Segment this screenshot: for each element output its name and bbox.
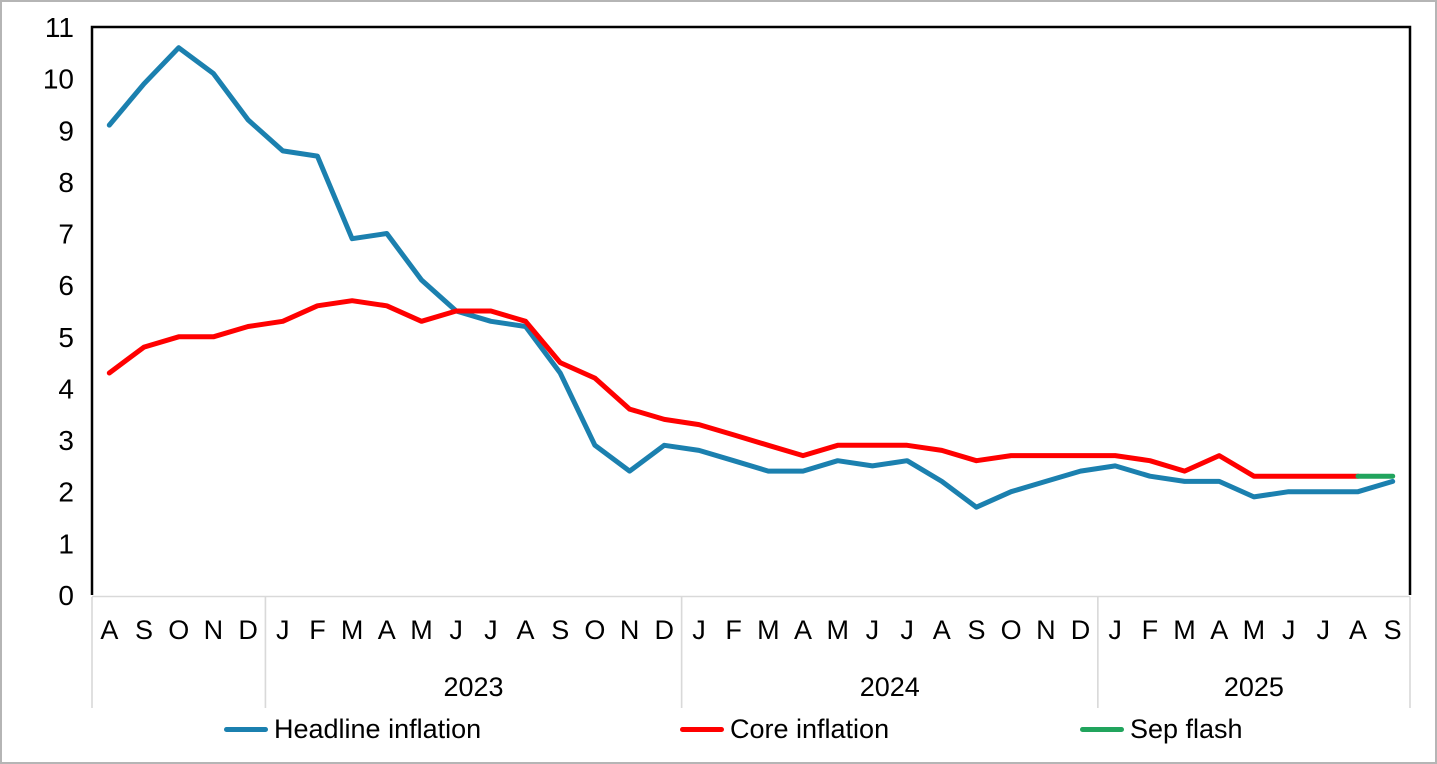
x-month-label: A	[517, 615, 535, 645]
x-month-label: N	[204, 615, 224, 645]
y-tick-label: 8	[58, 167, 74, 198]
x-month-label: J	[1282, 615, 1296, 645]
x-month-label: N	[1036, 615, 1056, 645]
x-month-label: S	[551, 615, 569, 645]
x-month-label: D	[655, 615, 675, 645]
x-month-label: J	[692, 615, 706, 645]
x-month-label: F	[725, 615, 742, 645]
y-tick-label: 11	[45, 12, 74, 43]
x-month-label: M	[410, 615, 433, 645]
x-month-label: J	[449, 615, 463, 645]
core-inflation-line	[106, 298, 1361, 479]
x-year-label: 2024	[860, 672, 920, 702]
y-tick-label: 4	[58, 373, 74, 404]
x-month-label: F	[309, 615, 326, 645]
x-month-label: S	[967, 615, 985, 645]
y-tick-label: 0	[58, 580, 74, 611]
x-month-label: J	[900, 615, 914, 645]
x-month-label: M	[1173, 615, 1196, 645]
x-month-label: N	[620, 615, 640, 645]
y-tick-label: 1	[58, 528, 74, 559]
x-month-label: M	[1243, 615, 1266, 645]
y-tick-label: 3	[58, 425, 74, 456]
y-tick-label: 5	[58, 322, 74, 353]
x-month-label: D	[238, 615, 258, 645]
plot-border	[90, 25, 1412, 595]
x-month-label: O	[584, 615, 605, 645]
x-month-label: S	[135, 615, 153, 645]
x-month-label: S	[1384, 615, 1402, 645]
x-month-label: A	[100, 615, 118, 645]
x-month-label: M	[341, 615, 364, 645]
y-tick-label: 2	[58, 477, 74, 508]
x-month-label: A	[794, 615, 812, 645]
x-month-label: J	[484, 615, 498, 645]
x-month-label: M	[757, 615, 780, 645]
x-month-label: F	[1142, 615, 1159, 645]
y-tick-label: 10	[43, 64, 74, 95]
x-month-label: M	[826, 615, 849, 645]
x-year-label: 2023	[443, 672, 503, 702]
x-month-label: J	[276, 615, 290, 645]
x-year-label: 2025	[1224, 672, 1284, 702]
x-month-label: A	[1210, 615, 1228, 645]
headline-inflation-line	[106, 45, 1396, 510]
y-tick-label: 7	[58, 219, 74, 250]
x-month-label: A	[378, 615, 396, 645]
y-tick-label: 9	[58, 115, 74, 146]
x-month-label: J	[866, 615, 880, 645]
x-month-label: D	[1071, 615, 1091, 645]
x-month-label: J	[1108, 615, 1122, 645]
x-month-label: A	[1349, 615, 1367, 645]
y-tick-label: 6	[58, 270, 74, 301]
x-month-label: J	[1317, 615, 1331, 645]
x-month-label: O	[168, 615, 189, 645]
x-month-label: O	[1001, 615, 1022, 645]
x-month-label: A	[933, 615, 951, 645]
